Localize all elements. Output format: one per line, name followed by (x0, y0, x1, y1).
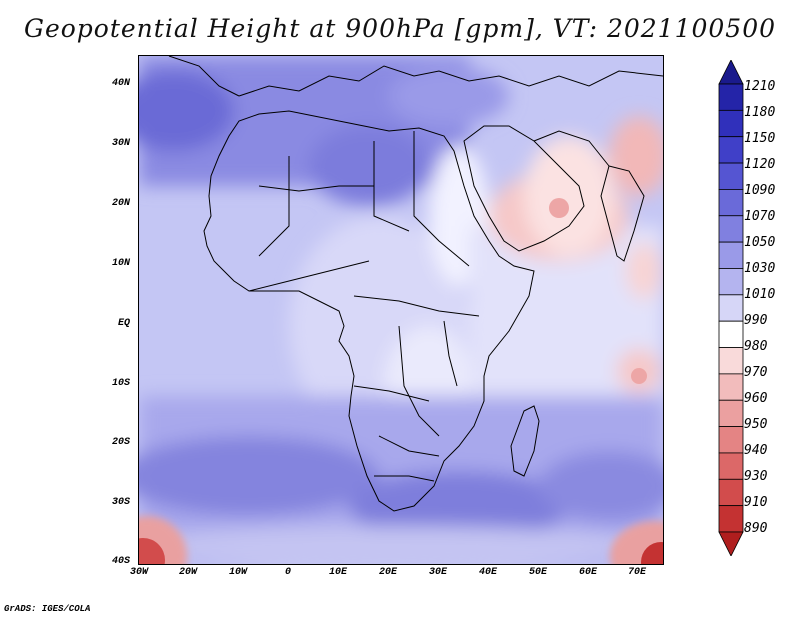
colorbar-label: 1030 (744, 261, 776, 276)
colorbar-swatch (718, 109, 744, 138)
lon-label-10e: 10E (328, 567, 348, 578)
colorbar-swatch (718, 215, 744, 243)
colorbar-swatch (718, 531, 744, 556)
lon-label-70e: 70E (627, 567, 647, 578)
lon-label-40e: 40E (478, 567, 498, 578)
colorbar-swatch (718, 83, 744, 111)
lat-label-20s: 20S (111, 437, 130, 448)
colorbar-swatch (718, 162, 744, 190)
lat-label-40n: 40N (111, 78, 130, 89)
colorbar-swatch (718, 241, 744, 269)
colorbar-swatch (718, 60, 744, 85)
colorbar-swatch (718, 505, 744, 533)
colorbar-swatch (718, 426, 744, 454)
lat-label-30n: 30N (111, 138, 130, 149)
colorbar-swatch (718, 294, 744, 322)
height-field (139, 56, 663, 564)
lat-label-30s: 30S (111, 497, 130, 508)
map-title: Geopotential Height at 900hPa [gpm], VT:… (23, 14, 777, 43)
lon-label-20w: 20W (178, 567, 198, 578)
lat-label-10s: 10S (111, 378, 130, 389)
coastlines (168, 56, 663, 512)
colorbar-swatch (718, 320, 744, 348)
colorbar-swatch (718, 478, 744, 507)
grads-credit: GrADS: IGES/COLA (4, 604, 91, 614)
lat-label-40s: 40S (111, 556, 130, 567)
colorbar-label: 1210 (744, 79, 776, 94)
lon-label-50e: 50E (528, 567, 548, 578)
colorbar-swatch (718, 189, 744, 217)
lon-label-60e: 60E (578, 567, 598, 578)
colorbar-swatch (718, 347, 744, 375)
colorbar-label: 1150 (744, 131, 776, 146)
lon-label-20e: 20E (378, 567, 398, 578)
colorbar-swatch (718, 136, 744, 164)
colorbar-swatch (718, 452, 744, 480)
colorbar-swatch (718, 268, 744, 296)
colorbar-label: 960 (744, 391, 768, 406)
colorbar-label: 1120 (744, 157, 776, 172)
colorbar-label: 890 (744, 521, 768, 536)
lat-label-20n: 20N (111, 198, 130, 209)
colorbar-label: 1010 (744, 287, 776, 302)
map-panel (138, 55, 664, 565)
colorbar-swatch (718, 399, 744, 427)
lon-label-30e: 30E (428, 567, 448, 578)
colorbar-label: 970 (744, 365, 768, 380)
colorbar-label: 950 (744, 417, 768, 432)
lon-label-0: 0 (284, 567, 292, 578)
lat-label-eq: EQ (117, 318, 130, 329)
colorbar-label: 930 (744, 469, 768, 484)
colorbar-label: 1050 (744, 235, 776, 250)
colorbar-label: 940 (744, 443, 768, 458)
colorbar-swatch (718, 373, 744, 401)
lon-label-10w: 10W (228, 567, 248, 578)
lat-label-10n: 10N (111, 258, 130, 269)
colorbar-label: 990 (744, 313, 768, 328)
colorbar-label: 980 (744, 339, 768, 354)
colorbar (718, 60, 744, 556)
colorbar-label: 910 (744, 495, 768, 510)
lon-label-30w: 30W (129, 567, 149, 578)
colorbar-label: 1090 (744, 183, 776, 198)
colorbar-label: 1180 (744, 105, 776, 120)
colorbar-label: 1070 (744, 209, 776, 224)
